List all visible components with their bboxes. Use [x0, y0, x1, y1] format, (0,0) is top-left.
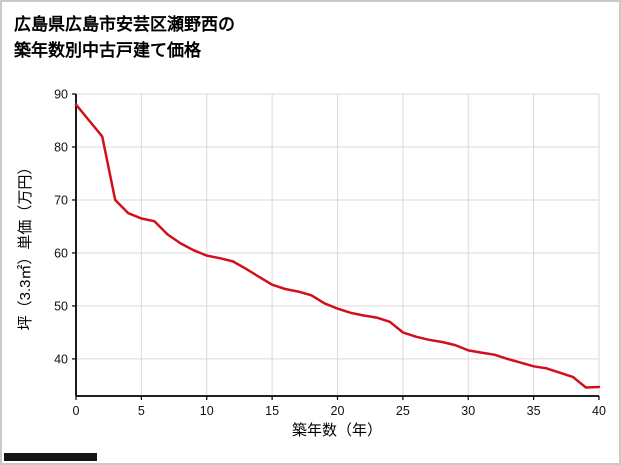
- footer-bar: [4, 453, 97, 461]
- plot-area: 40 50 60 70 80 90 0 5 10 15 20 25 30 35 40: [54, 88, 606, 419]
- y-axis-label: 坪（3.3㎡）単価（万円）: [17, 160, 34, 331]
- chart-title-line1: 広島県広島市安芸区瀬野西の: [14, 15, 235, 34]
- chart-title: 広島県広島市安芸区瀬野西の 築年数別中古戸建て価格: [14, 12, 235, 65]
- svg-text:5: 5: [138, 404, 145, 418]
- svg-text:70: 70: [54, 193, 68, 207]
- x-axis-label: 築年数（年）: [292, 421, 382, 439]
- chart-title-line2: 築年数別中古戸建て価格: [14, 41, 201, 61]
- svg-text:50: 50: [54, 299, 68, 313]
- svg-text:15: 15: [265, 404, 279, 418]
- svg-text:60: 60: [54, 246, 68, 260]
- svg-text:10: 10: [200, 404, 214, 418]
- svg-text:35: 35: [527, 404, 541, 418]
- svg-text:90: 90: [54, 88, 68, 102]
- svg-text:30: 30: [461, 404, 475, 418]
- svg-text:25: 25: [396, 404, 410, 418]
- svg-text:80: 80: [54, 140, 68, 154]
- svg-text:40: 40: [592, 404, 606, 418]
- svg-text:40: 40: [54, 352, 68, 366]
- svg-text:20: 20: [331, 404, 345, 418]
- svg-text:0: 0: [73, 404, 80, 418]
